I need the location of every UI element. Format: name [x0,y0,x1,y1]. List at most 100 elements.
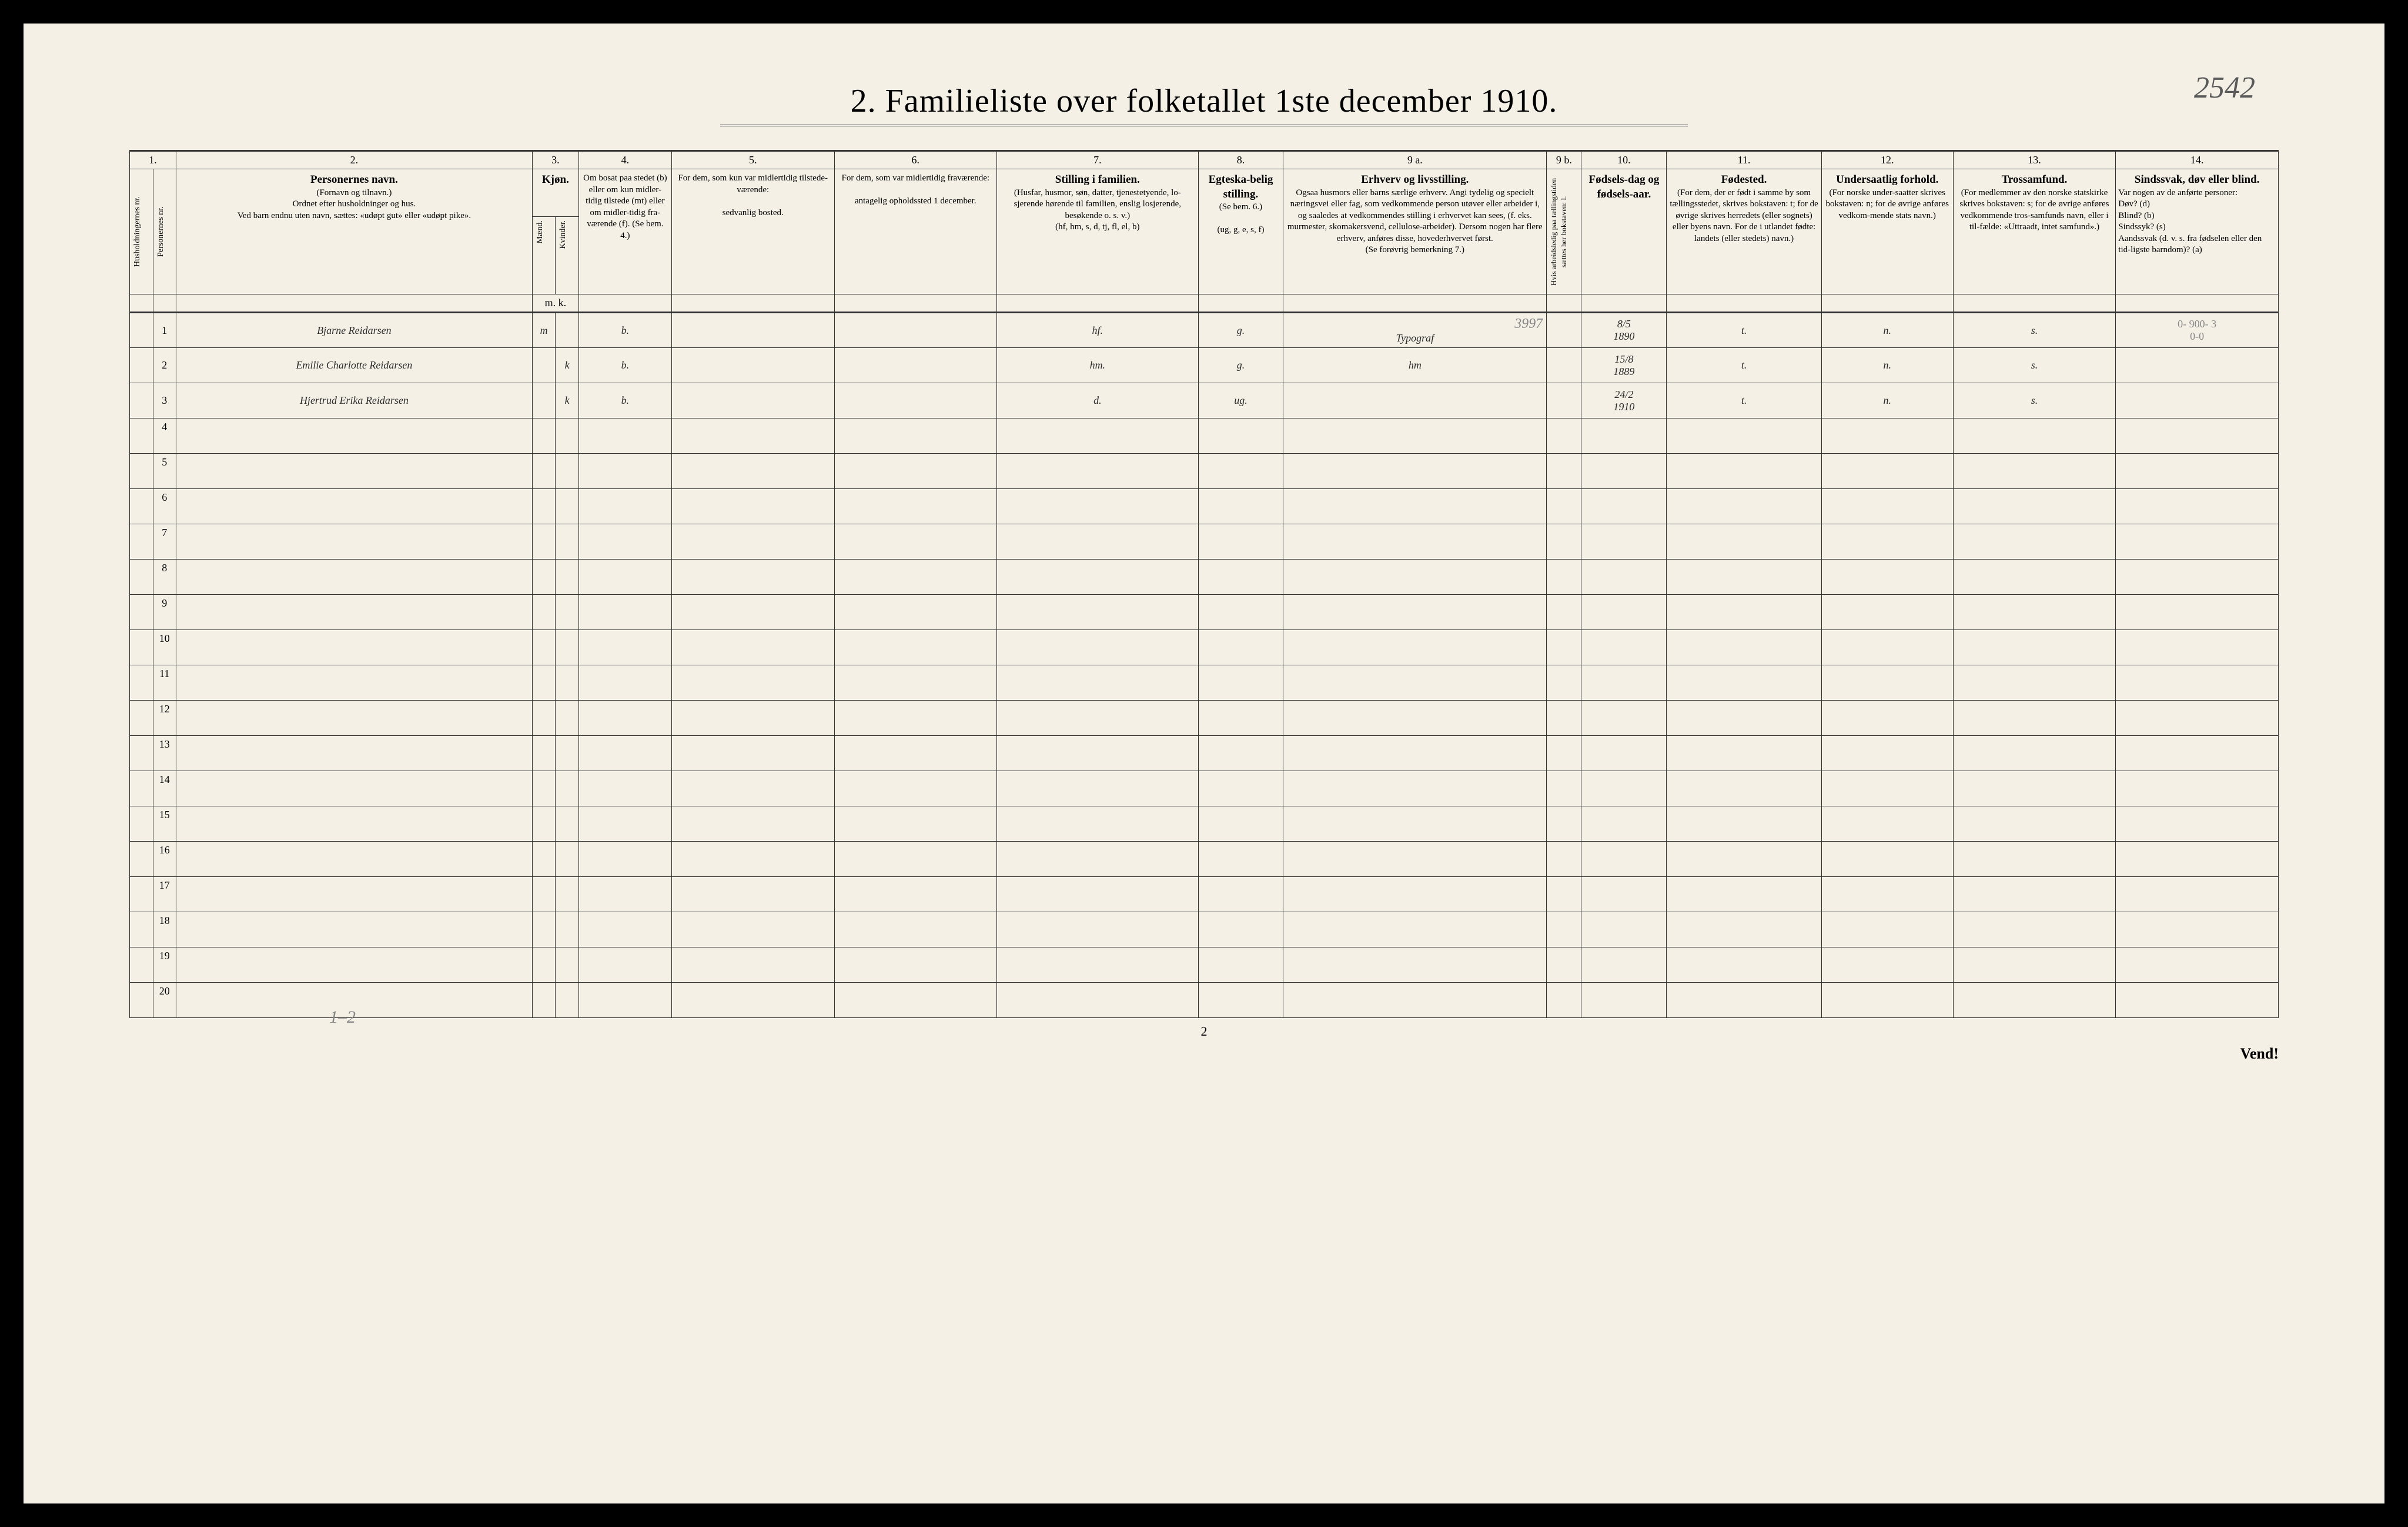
empty-cell [1821,912,1953,947]
empty-cell [556,877,579,912]
col-num-6: 6. [834,151,997,169]
empty-cell [1581,806,1667,842]
empty-cell [556,736,579,771]
empty-cell [532,736,556,771]
empty-cell [1581,595,1667,630]
empty-cell [578,489,671,524]
empty-cell [556,806,579,842]
header-row: Husholdningernes nr. Personernes nr. Per… [130,169,2279,217]
empty-cell [1667,524,1821,560]
empty-cell [1667,701,1821,736]
empty-cell [1283,454,1547,489]
occupation [1283,383,1547,418]
hdr-col9b: Hvis arbeidsledig paa tællingstiden sætt… [1547,169,1581,294]
empty-cell [1953,877,2116,912]
empty-cell [556,418,579,454]
table-row: 10 [130,630,2279,665]
sex-m: m [532,313,556,348]
empty-cell [2116,806,2279,842]
empty-cell [578,560,671,595]
empty-cell [1953,418,2116,454]
empty-cell [1667,806,1821,842]
person-num: 12 [153,701,176,736]
empty-cell [1547,947,1581,983]
empty-cell [1198,630,1283,665]
empty-cell [671,454,834,489]
empty-cell [1581,912,1667,947]
empty-cell [997,842,1198,877]
empty-cell [130,524,153,560]
birthdate: 24/2 1910 [1581,383,1667,418]
hdr-col5: For dem, som kun var midlertidig tilsted… [671,169,834,294]
vend-label: Vend! [2240,1045,2279,1063]
birthplace: t. [1667,383,1821,418]
birthplace: t. [1667,348,1821,383]
empty-cell [1821,524,1953,560]
empty-cell [2116,771,2279,806]
empty-cell [578,665,671,701]
empty-cell [130,947,153,983]
empty-cell [176,524,533,560]
empty-cell [1953,983,2116,1018]
empty-cell [1198,806,1283,842]
empty-cell [1547,806,1581,842]
empty-cell [1283,806,1547,842]
empty-cell [1667,595,1821,630]
hdr-col9a: Erhverv og livsstilling. Ogsaa husmors e… [1283,169,1547,294]
empty-cell [1547,560,1581,595]
person-num: 15 [153,806,176,842]
sex-k: k [556,348,579,383]
empty-cell [1198,947,1283,983]
empty-cell [1198,912,1283,947]
hdr-col11: Fødested. (For dem, der er født i samme … [1667,169,1821,294]
empty-cell [1198,983,1283,1018]
col-num-5: 5. [671,151,834,169]
empty-cell [1283,595,1547,630]
col-num-7: 7. [997,151,1198,169]
empty-cell [834,983,997,1018]
empty-cell [2116,947,2279,983]
person-num: 13 [153,736,176,771]
empty-cell [997,983,1198,1018]
empty-cell [671,524,834,560]
empty-cell [834,947,997,983]
empty-cell [1667,630,1821,665]
handwritten-page-number: 2542 [2194,71,2255,105]
empty-cell [997,630,1198,665]
empty-cell [1547,489,1581,524]
empty-cell [1953,806,2116,842]
empty-cell [176,806,533,842]
empty-cell [834,560,997,595]
person-num: 18 [153,912,176,947]
col6 [834,383,997,418]
empty-cell [532,771,556,806]
table-row: 17 [130,877,2279,912]
empty-cell [2116,418,2279,454]
col-num-14: 14. [2116,151,2279,169]
empty-cell [997,701,1198,736]
empty-cell [556,524,579,560]
empty-cell [176,877,533,912]
family-position: d. [997,383,1198,418]
empty-cell [997,489,1198,524]
empty-cell [2116,912,2279,947]
empty-cell [532,454,556,489]
table-row: 2Emilie Charlotte Reidarsenkb.hm.g.hm15/… [130,348,2279,383]
empty-cell [671,489,834,524]
birthplace: t. [1667,313,1821,348]
birthdate: 8/5 1890 [1581,313,1667,348]
household-num [130,348,153,383]
empty-cell [176,771,533,806]
person-num: 16 [153,842,176,877]
nationality: n. [1821,348,1953,383]
empty-cell [1283,665,1547,701]
table-body: 1Bjarne Reidarsenmb.hf.g.3997Typograf8/5… [130,313,2279,1018]
empty-cell [2116,630,2279,665]
table-row: 1Bjarne Reidarsenmb.hf.g.3997Typograf8/5… [130,313,2279,348]
empty-cell [1667,489,1821,524]
empty-cell [1667,983,1821,1018]
empty-cell [834,595,997,630]
empty-cell [1283,489,1547,524]
hdr-col12: Undersaatlig forhold. (For norske under-… [1821,169,1953,294]
empty-cell [1821,983,1953,1018]
